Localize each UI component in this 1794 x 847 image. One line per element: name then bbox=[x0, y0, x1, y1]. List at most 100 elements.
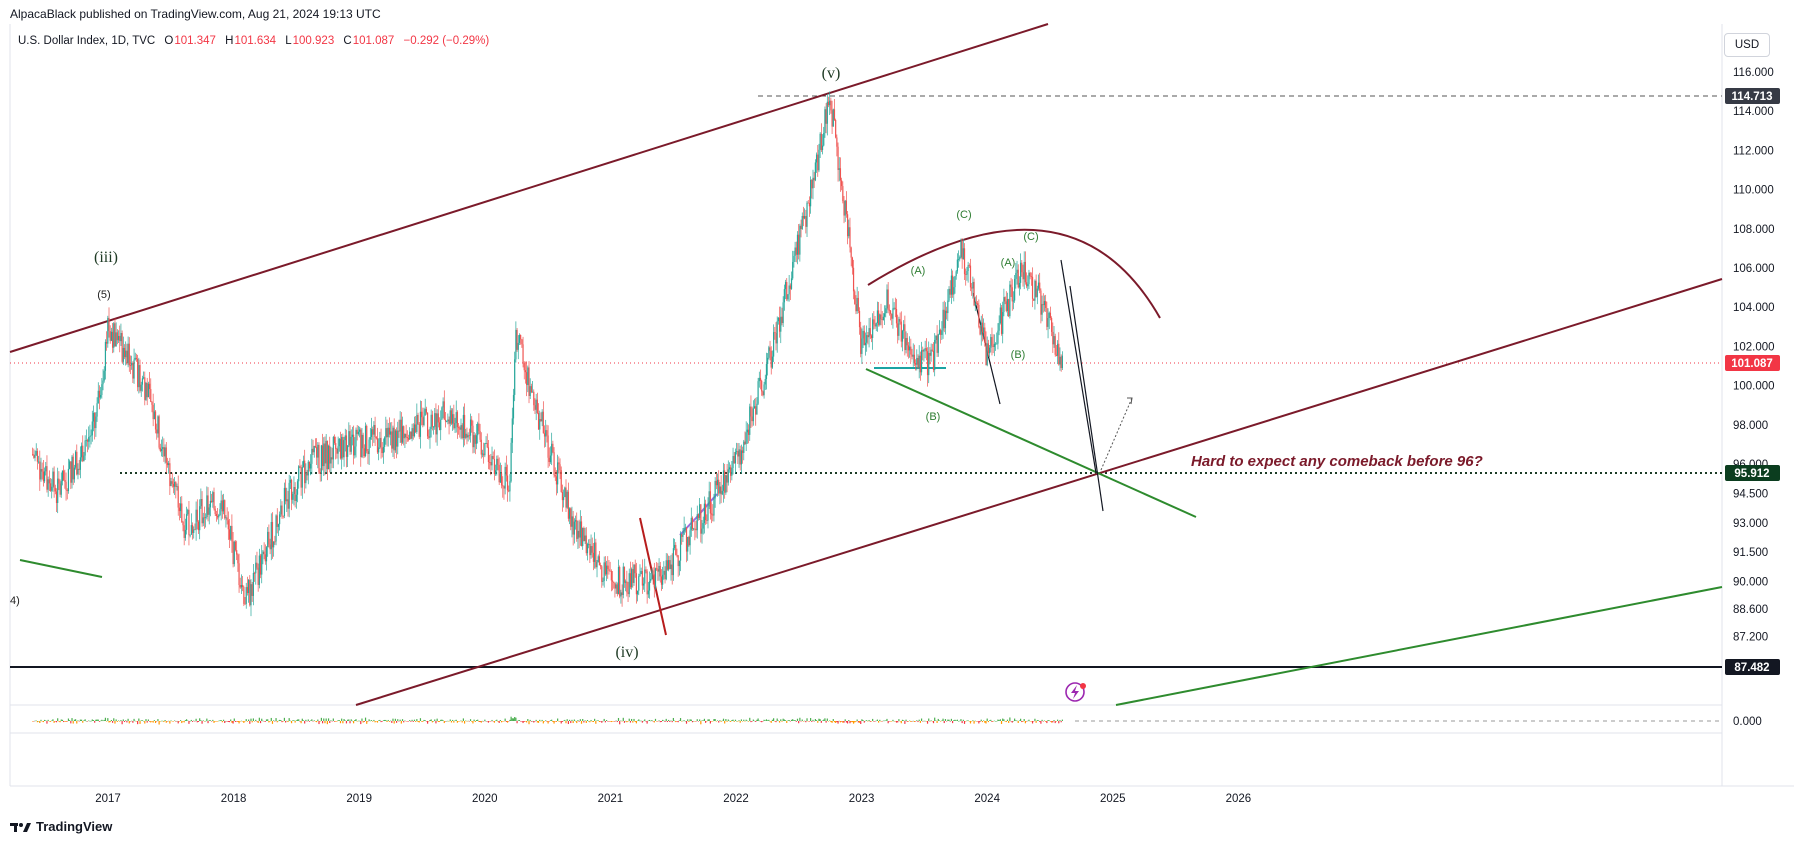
green-trendline-bottom[interactable] bbox=[1115, 586, 1723, 706]
candle-body bbox=[913, 354, 916, 364]
oscillator-bar bbox=[1012, 720, 1015, 722]
tradingview-brand[interactable]: TradingView bbox=[10, 819, 112, 834]
candle-body bbox=[926, 351, 929, 376]
candle-body bbox=[469, 419, 472, 436]
time-axis[interactable]: 2017 2018 2019 2020 2021 2022 2023 2024 2025 2026 bbox=[95, 793, 1251, 805]
oscillator-bar bbox=[191, 721, 194, 722]
oscillator-bar bbox=[123, 721, 126, 723]
candle-body bbox=[817, 154, 819, 171]
candle-body bbox=[916, 357, 918, 365]
candle-body bbox=[282, 515, 284, 517]
oscillator-bar bbox=[563, 720, 565, 722]
oscillator-bar bbox=[627, 721, 629, 722]
oscillator-bar bbox=[385, 719, 387, 721]
oscillator-bar bbox=[764, 720, 766, 721]
candle-body bbox=[485, 443, 487, 444]
oscillator-bar bbox=[347, 719, 349, 721]
oscillator-bar bbox=[708, 719, 710, 721]
oscillator-bar bbox=[1043, 720, 1046, 722]
candle-body bbox=[938, 329, 941, 335]
oscillator-bar bbox=[503, 721, 505, 722]
oscillator-bar bbox=[529, 719, 531, 721]
candle-body bbox=[264, 554, 266, 562]
oscillator-bar bbox=[648, 719, 651, 721]
candle-body bbox=[65, 481, 67, 491]
oscillator-bar bbox=[560, 721, 562, 724]
oscillator-bar bbox=[557, 718, 559, 721]
candle-body bbox=[252, 572, 254, 596]
price-series[interactable] bbox=[32, 91, 1063, 617]
candle-body bbox=[990, 337, 992, 348]
candle-body bbox=[629, 573, 632, 588]
candle-body bbox=[437, 413, 439, 423]
legend-high-label: H bbox=[225, 35, 234, 47]
oscillator-bar bbox=[430, 719, 432, 721]
oscillator-bar bbox=[325, 718, 327, 721]
oscillator-bar bbox=[817, 721, 819, 723]
oscillator-bar bbox=[1052, 721, 1054, 723]
candle-body bbox=[169, 463, 171, 487]
candle-body bbox=[721, 490, 723, 495]
candle-body bbox=[299, 466, 301, 468]
candle-body bbox=[400, 419, 402, 443]
candle-body bbox=[197, 521, 200, 531]
candle-body bbox=[438, 422, 441, 431]
channel-lower-line[interactable] bbox=[355, 278, 1723, 706]
currency-selector[interactable]: USD bbox=[1724, 33, 1770, 57]
candle-body bbox=[898, 319, 900, 336]
candle-body bbox=[239, 585, 241, 588]
rounding-top-arc[interactable] bbox=[867, 228, 1161, 319]
candle-body bbox=[658, 565, 660, 572]
oscillator-bar bbox=[473, 719, 475, 721]
candle-body bbox=[462, 414, 464, 439]
green-wedge-line[interactable] bbox=[865, 368, 1197, 518]
channel-upper-line[interactable] bbox=[9, 23, 1049, 353]
oscillator-bar bbox=[431, 721, 433, 723]
candle-body bbox=[973, 281, 975, 306]
oscillator-bar bbox=[283, 717, 286, 721]
candle-body bbox=[108, 317, 110, 331]
oscillator-bar bbox=[705, 721, 707, 723]
candle-body bbox=[426, 412, 429, 437]
oscillator-bar bbox=[177, 721, 179, 724]
oscillator-bar bbox=[623, 721, 626, 723]
candle-body bbox=[516, 329, 518, 350]
oscillator-bar bbox=[883, 720, 886, 722]
oscillator-bar bbox=[681, 721, 683, 722]
candle-body bbox=[320, 445, 322, 474]
oscillator-bar bbox=[539, 719, 541, 721]
candle-body bbox=[814, 162, 816, 181]
candle-body bbox=[103, 370, 105, 381]
oscillator-bar bbox=[1003, 719, 1005, 721]
candle-body bbox=[187, 509, 189, 515]
oscillator-bar bbox=[500, 721, 503, 723]
oscillator-bar bbox=[164, 719, 166, 721]
oscillator-bar bbox=[273, 720, 275, 721]
oscillator-bar bbox=[411, 719, 413, 721]
candle-body bbox=[620, 592, 622, 597]
candle-body bbox=[535, 399, 537, 410]
candle-body bbox=[1004, 297, 1006, 302]
oscillator-bar bbox=[597, 720, 599, 721]
candle-body bbox=[573, 521, 575, 535]
lightning-event-icon[interactable] bbox=[1065, 682, 1086, 702]
candle-body bbox=[344, 435, 346, 441]
candle-body bbox=[262, 551, 264, 555]
candle-body bbox=[757, 381, 759, 404]
candle-body bbox=[732, 456, 734, 468]
oscillator-bar bbox=[814, 718, 816, 721]
candle-body bbox=[275, 515, 277, 542]
oscillator-bar bbox=[33, 721, 35, 722]
oscillator-bar bbox=[695, 721, 697, 722]
candle-body bbox=[529, 386, 531, 396]
legend-close-label: C bbox=[343, 35, 352, 47]
candle-body bbox=[1003, 297, 1005, 313]
candle-body bbox=[1002, 312, 1004, 334]
y-tick-label: 110.000 bbox=[1733, 185, 1774, 197]
legend-symbol[interactable]: U.S. Dollar Index, 1D, TVC bbox=[18, 35, 156, 47]
oscillator-bar bbox=[448, 721, 450, 722]
candle-body bbox=[403, 426, 405, 439]
green-trendline-left[interactable] bbox=[19, 559, 103, 578]
candle-body bbox=[756, 403, 758, 415]
